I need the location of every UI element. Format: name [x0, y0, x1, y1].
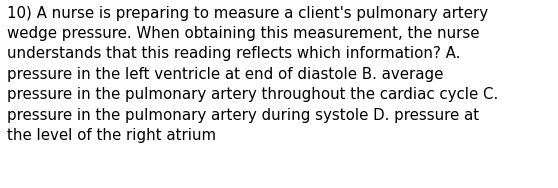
Text: 10) A nurse is preparing to measure a client's pulmonary artery
wedge pressure. : 10) A nurse is preparing to measure a cl…: [7, 6, 498, 143]
